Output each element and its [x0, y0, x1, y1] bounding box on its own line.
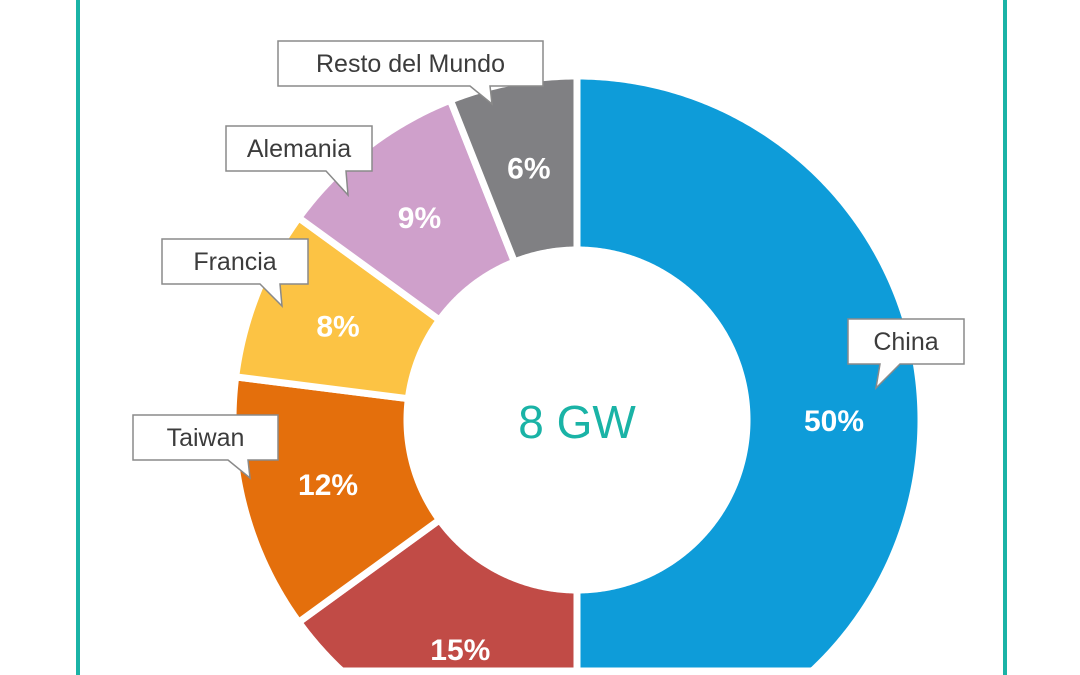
callout-alemania: Alemania — [225, 125, 373, 198]
callout-box — [161, 238, 309, 308]
callout-resto-del-mundo: Resto del Mundo — [277, 40, 544, 106]
slice-percent-label: 9% — [398, 202, 441, 235]
slice-percent-label: 6% — [507, 153, 550, 186]
slice-name-label: Resto del Mundo — [316, 50, 505, 78]
slice-percent-label: 15% — [430, 634, 490, 667]
frame-right-border — [1003, 0, 1007, 675]
frame-left-border — [76, 0, 80, 675]
slice-percent-label: 8% — [316, 310, 359, 343]
slice-name-label: China — [873, 328, 938, 356]
callout-box — [132, 414, 279, 480]
center-total-label: 8 GW — [518, 396, 636, 448]
callout-box — [277, 40, 544, 106]
slice-name-label: Alemania — [247, 135, 351, 163]
callout-taiwan: Taiwan — [132, 414, 279, 480]
callout-box — [847, 318, 965, 391]
callout-china: China — [847, 318, 965, 391]
slice-name-label: Francia — [193, 248, 276, 276]
slice-percent-label: 50% — [804, 405, 864, 438]
slice-percent-label: 12% — [298, 469, 358, 502]
callout-francia: Francia — [161, 238, 309, 308]
callout-box — [225, 125, 373, 198]
slice-china — [573, 72, 925, 675]
slice-name-label: Taiwan — [167, 424, 245, 452]
